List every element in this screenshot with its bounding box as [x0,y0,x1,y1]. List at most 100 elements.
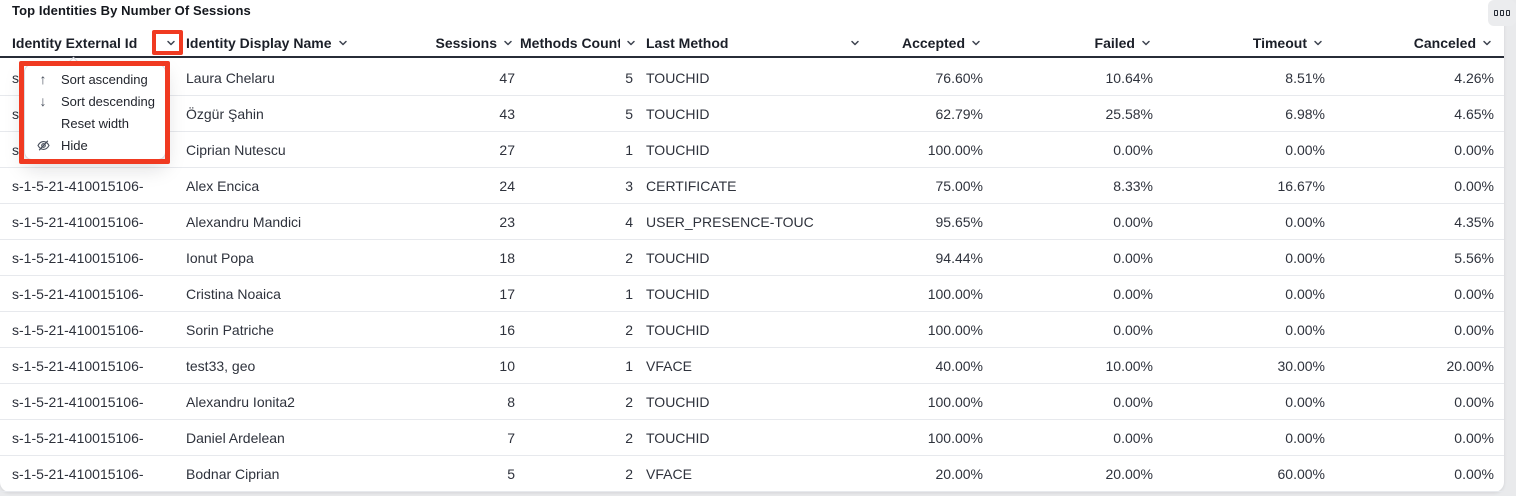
cell-timeout: 0.00% [1285,249,1325,266]
table-row: s-1-5-21-410015106-Ciprian Nutescu271TOU… [0,132,1504,168]
cell-timeout: 6.98% [1285,105,1325,122]
table-row: s-1-5-21-410015106- Alex Encica 24 3 CERTIFI… [0,168,1504,204]
cell-sessions: 7 [507,429,515,446]
menu-item-label: Sort ascending [61,71,148,87]
chevron-down-icon[interactable] [336,36,350,50]
cell-timeout: 16.67% [1277,177,1325,194]
cell-canceled: 4.65% [1454,105,1494,122]
cell-canceled: 0.00% [1454,429,1494,446]
cell-timeout: 0.00% [1285,213,1325,230]
table-row: s-1-5-21-410015106- Alexandru Mandici 23 4 U… [0,204,1504,240]
cell-timeout: 8.51% [1285,69,1325,86]
cell-accepted: 75.00% [935,177,983,194]
cell-sessions: 23 [499,213,515,230]
menu-item-sort-descending[interactable]: ↓ Sort descending [25,90,165,112]
cell-canceled: 5.56% [1454,249,1494,266]
table-row: s-1-5-21-410015106-Laura Chelaru475TOUCH… [0,60,1504,96]
chevron-down-icon[interactable] [164,36,178,50]
cell-sessions: 16 [499,321,515,338]
cell-identity_display_name: test33, geo [186,357,256,374]
column-header-identity-external-id[interactable]: Identity External Id [12,35,186,51]
cell-identity_display_name: Alex Encica [186,177,260,194]
cell-canceled: 4.35% [1454,213,1494,230]
cell-sessions: 24 [499,177,515,194]
table-row: s-1-5-21-410015106- Sorin Patriche 16 2 TOUC… [0,312,1504,348]
cell-timeout: 0.00% [1285,285,1325,302]
chevron-down-icon[interactable] [1311,36,1325,50]
cell-identity_display_name: Cristina Noaica [186,285,281,302]
cell-last_method: TOUCHID [646,321,710,338]
cell-last_method: TOUCHID [646,285,710,302]
cell-accepted: 100.00% [927,321,983,338]
chevron-down-icon[interactable] [1480,36,1494,50]
column-header-accepted[interactable]: Accepted [870,35,988,51]
three-squares-icon [1494,10,1498,16]
table-row: s-1-5-21-410015106- Ionut Popa 18 2 TOUCHID 9… [0,240,1504,276]
column-header-label: Failed [1094,35,1135,51]
cell-methods_count: 1 [625,285,633,302]
cell-canceled: 0.00% [1454,177,1494,194]
cell-identity_display_name: Daniel Ardelean [186,429,285,446]
cell-failed: 0.00% [1113,393,1153,410]
menu-item-reset-width[interactable]: Reset width [25,112,165,134]
cell-canceled: 0.00% [1454,393,1494,410]
cell-canceled: 0.00% [1454,465,1494,482]
cell-sessions: 10 [499,357,515,374]
cell-failed: 10.00% [1105,357,1153,374]
column-header-timeout[interactable]: Timeout [1158,35,1330,51]
column-header-label: Accepted [901,35,965,51]
cell-identity_display_name: Ciprian Nutescu [186,141,286,158]
menu-item-hide[interactable]: Hide [25,134,165,156]
table-row: s-1-5-21-410015106- Cristina Noaica 17 1 TOU… [0,276,1504,312]
cell-methods_count: 2 [625,393,633,410]
cell-identity_display_name: Sorin Patriche [186,321,274,338]
cell-identity_external_id: s-1-5-21-410015106- [12,357,144,374]
cell-sessions: 5 [507,465,515,482]
cell-failed: 0.00% [1113,213,1153,230]
cell-timeout: 0.00% [1285,393,1325,410]
column-header-canceled[interactable]: Canceled [1330,35,1499,51]
chevron-down-icon[interactable] [848,36,862,50]
cell-last_method: USER_PRESENCE-TOUC [646,213,814,230]
chevron-down-icon[interactable] [501,36,515,50]
cell-last_method: TOUCHID [646,69,710,86]
table-row: s-1-5-21-410015106- Daniel Ardelean 7 2 TOUC… [0,420,1504,456]
column-header-last-method[interactable]: Last Method [638,35,870,51]
cell-identity_display_name: Bodnar Ciprian [186,465,280,482]
cell-identity_display_name: Alexandru Mandici [186,213,302,230]
cell-accepted: 95.65% [935,213,983,230]
cell-methods_count: 1 [625,357,633,374]
table-options-button[interactable] [1488,0,1516,26]
cell-last_method: TOUCHID [646,393,710,410]
column-header-methods-count[interactable]: Methods Count [520,35,638,51]
chevron-down-icon[interactable] [1139,36,1153,50]
cell-methods_count: 5 [625,105,633,122]
cell-methods_count: 2 [625,249,633,266]
cell-failed: 0.00% [1113,285,1153,302]
cell-canceled: 20.00% [1446,357,1494,374]
column-header-failed[interactable]: Failed [988,35,1158,51]
column-header-label: Last Method [646,35,729,51]
chevron-down-icon[interactable] [969,36,983,50]
cell-last_method: TOUCHID [646,429,710,446]
column-header-label: Identity Display Name [186,35,332,51]
panel-title: Top Identities By Number Of Sessions [12,3,251,18]
column-header-identity-display-name[interactable]: Identity Display Name [186,35,370,51]
cell-identity_display_name: Ionut Popa [186,249,254,266]
cell-last_method: TOUCHID [646,141,710,158]
cell-failed: 25.58% [1105,105,1153,122]
cell-identity_display_name: Laura Chelaru [186,69,275,86]
cell-identity_external_id: s-1-5-21-410015106- [12,393,144,410]
cell-sessions: 8 [507,393,515,410]
chevron-down-icon[interactable] [624,36,638,50]
cell-last_method: VFACE [646,357,692,374]
menu-item-label: Reset width [61,115,129,131]
cell-canceled: 0.00% [1454,141,1494,158]
cell-accepted: 100.00% [927,141,983,158]
menu-item-sort-ascending[interactable]: ↑ Sort ascending [25,68,165,90]
cell-sessions: 27 [499,141,515,158]
cell-failed: 0.00% [1113,429,1153,446]
cell-failed: 0.00% [1113,321,1153,338]
column-header-sessions[interactable]: Sessions [370,35,520,51]
